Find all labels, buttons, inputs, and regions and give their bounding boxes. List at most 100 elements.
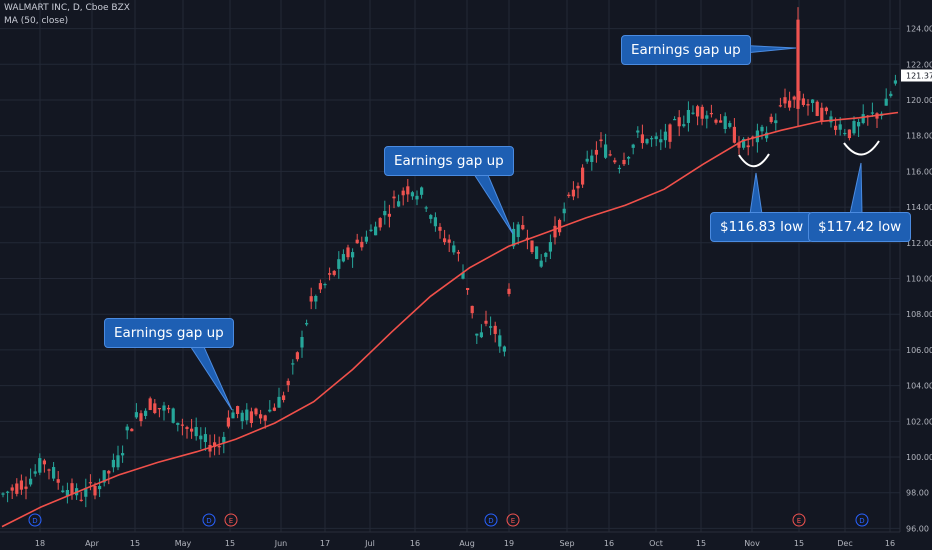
candle-body bbox=[355, 239, 359, 244]
price-tick-label: 108.00 bbox=[906, 310, 932, 319]
event-marker-circle bbox=[224, 513, 238, 527]
event-marker-label: D bbox=[206, 517, 211, 525]
candle-body bbox=[295, 352, 299, 360]
time-tick-label: 16 bbox=[604, 539, 614, 548]
low-arc-2 bbox=[843, 140, 880, 156]
candle-body bbox=[613, 160, 617, 163]
candle-body bbox=[843, 132, 847, 135]
candle-body bbox=[663, 131, 667, 141]
candle-body bbox=[341, 254, 345, 262]
time-tick-label: 16 bbox=[410, 539, 420, 548]
time-tick-label: Jun bbox=[274, 539, 288, 548]
candle-body bbox=[392, 196, 396, 199]
candle-body bbox=[760, 126, 764, 132]
candle-body bbox=[783, 97, 787, 104]
price-tick-label: 114.00 bbox=[906, 203, 932, 212]
candle-body bbox=[98, 485, 102, 490]
price-tick-label: 110.00 bbox=[906, 274, 932, 283]
candle-body bbox=[838, 124, 842, 130]
time-tick-label: Oct bbox=[649, 539, 663, 548]
candle-body bbox=[180, 424, 184, 426]
candle-body bbox=[617, 167, 621, 170]
candle-body bbox=[70, 483, 74, 495]
candle-body bbox=[171, 408, 175, 423]
candle-body bbox=[590, 155, 594, 163]
candle-body bbox=[111, 459, 115, 468]
candle-body bbox=[61, 490, 65, 493]
candle-body bbox=[640, 134, 644, 144]
candle-body bbox=[650, 138, 654, 140]
candle-body bbox=[581, 167, 585, 185]
candle-body bbox=[852, 121, 856, 134]
candle-body bbox=[144, 410, 148, 416]
price-tick-label: 96.00 bbox=[906, 524, 929, 533]
candle-body bbox=[33, 471, 37, 474]
candle-body bbox=[604, 144, 608, 158]
last-price-label: 121.37 bbox=[906, 72, 932, 81]
candle-body bbox=[893, 80, 897, 84]
candle-body bbox=[42, 460, 46, 465]
time-tick-label: 17 bbox=[320, 539, 330, 548]
candle-body bbox=[778, 105, 782, 107]
time-tick-label: 16 bbox=[885, 539, 895, 548]
candle-body bbox=[571, 189, 575, 197]
candle-body bbox=[272, 407, 276, 411]
candle-body bbox=[443, 238, 447, 243]
candle-body bbox=[254, 408, 258, 415]
price-tick-label: 116.00 bbox=[906, 167, 932, 176]
price-tick-label: 98.00 bbox=[906, 489, 929, 498]
time-tick-label: Aug bbox=[459, 539, 475, 548]
candle-body bbox=[314, 295, 318, 302]
ma-line bbox=[1, 111, 899, 528]
candle-body bbox=[599, 139, 603, 142]
candle-body bbox=[378, 218, 382, 228]
candle-body bbox=[470, 305, 474, 314]
callout-pointer bbox=[469, 167, 514, 235]
candle-body bbox=[686, 109, 690, 123]
candle-body bbox=[654, 136, 658, 140]
candle-body bbox=[548, 242, 552, 252]
low-callout-1: $116.83 low bbox=[710, 212, 814, 242]
callout-pointer bbox=[849, 162, 863, 215]
price-tick-label: 100.00 bbox=[906, 453, 932, 462]
candle-body bbox=[291, 363, 295, 365]
candle-body bbox=[498, 335, 502, 347]
candle-body bbox=[516, 224, 520, 238]
candle-body bbox=[185, 427, 189, 429]
candle-body bbox=[84, 487, 88, 497]
candle-body bbox=[535, 246, 539, 259]
candle-body bbox=[737, 142, 741, 148]
candle-body bbox=[677, 117, 681, 127]
candle-body bbox=[512, 228, 516, 247]
candle-body bbox=[438, 226, 442, 231]
price-tick-label: 112.00 bbox=[906, 239, 932, 248]
candle-body bbox=[410, 192, 414, 197]
candle-body bbox=[245, 409, 249, 421]
candle-body bbox=[134, 412, 138, 418]
candle-body bbox=[558, 219, 562, 233]
candle-body bbox=[553, 225, 557, 238]
candle-body bbox=[456, 252, 460, 254]
price-tick-label: 106.00 bbox=[906, 346, 932, 355]
candle-body bbox=[194, 427, 198, 437]
candle-body bbox=[705, 115, 709, 119]
candle-body bbox=[332, 270, 336, 275]
candle-body bbox=[415, 195, 419, 200]
candle-body bbox=[466, 287, 470, 291]
candle-body bbox=[539, 260, 543, 267]
candle-body bbox=[157, 408, 161, 410]
candle-body bbox=[815, 101, 819, 116]
event-marker-circle bbox=[202, 513, 216, 527]
candle-body bbox=[594, 149, 598, 155]
candle-body bbox=[479, 332, 483, 338]
candle-body bbox=[93, 485, 97, 496]
candle-body bbox=[277, 396, 281, 408]
event-marker-label: D bbox=[859, 517, 864, 525]
candle-body bbox=[769, 116, 773, 123]
event-marker-circle bbox=[855, 513, 869, 527]
candle-body bbox=[79, 499, 83, 501]
candle-body bbox=[700, 106, 704, 119]
candle-body bbox=[801, 98, 805, 105]
